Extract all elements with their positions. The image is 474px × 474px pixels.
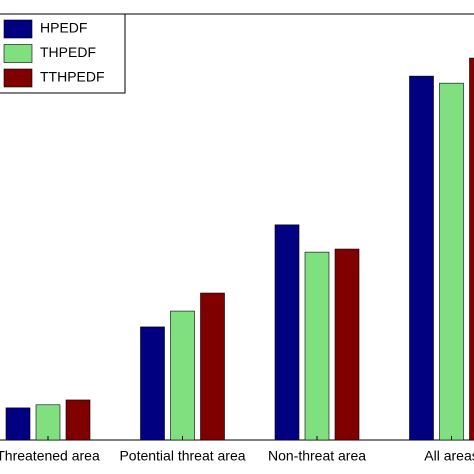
legend-label: TTHPEDF [40,69,105,85]
bar [409,75,434,441]
legend-label: THPEDF [40,44,96,60]
legend-swatch [3,19,33,39]
x-tick-label: Potential threat area [119,448,245,464]
bar [200,292,225,441]
bar [35,404,61,441]
x-tick-label: Non-threat area [268,448,366,464]
bar [170,310,195,441]
bar [439,82,464,441]
legend-swatch [3,68,33,88]
bar [65,399,91,441]
bar [334,248,360,441]
legend-swatch [3,44,33,63]
bar [274,224,300,441]
x-tick-label: Threatened area [0,448,100,464]
bar [140,326,165,441]
bar [469,57,474,441]
x-tick-label: All areas [424,448,474,464]
legend-label: HPEDF [40,20,87,36]
bar [304,251,330,441]
bar [5,407,31,441]
